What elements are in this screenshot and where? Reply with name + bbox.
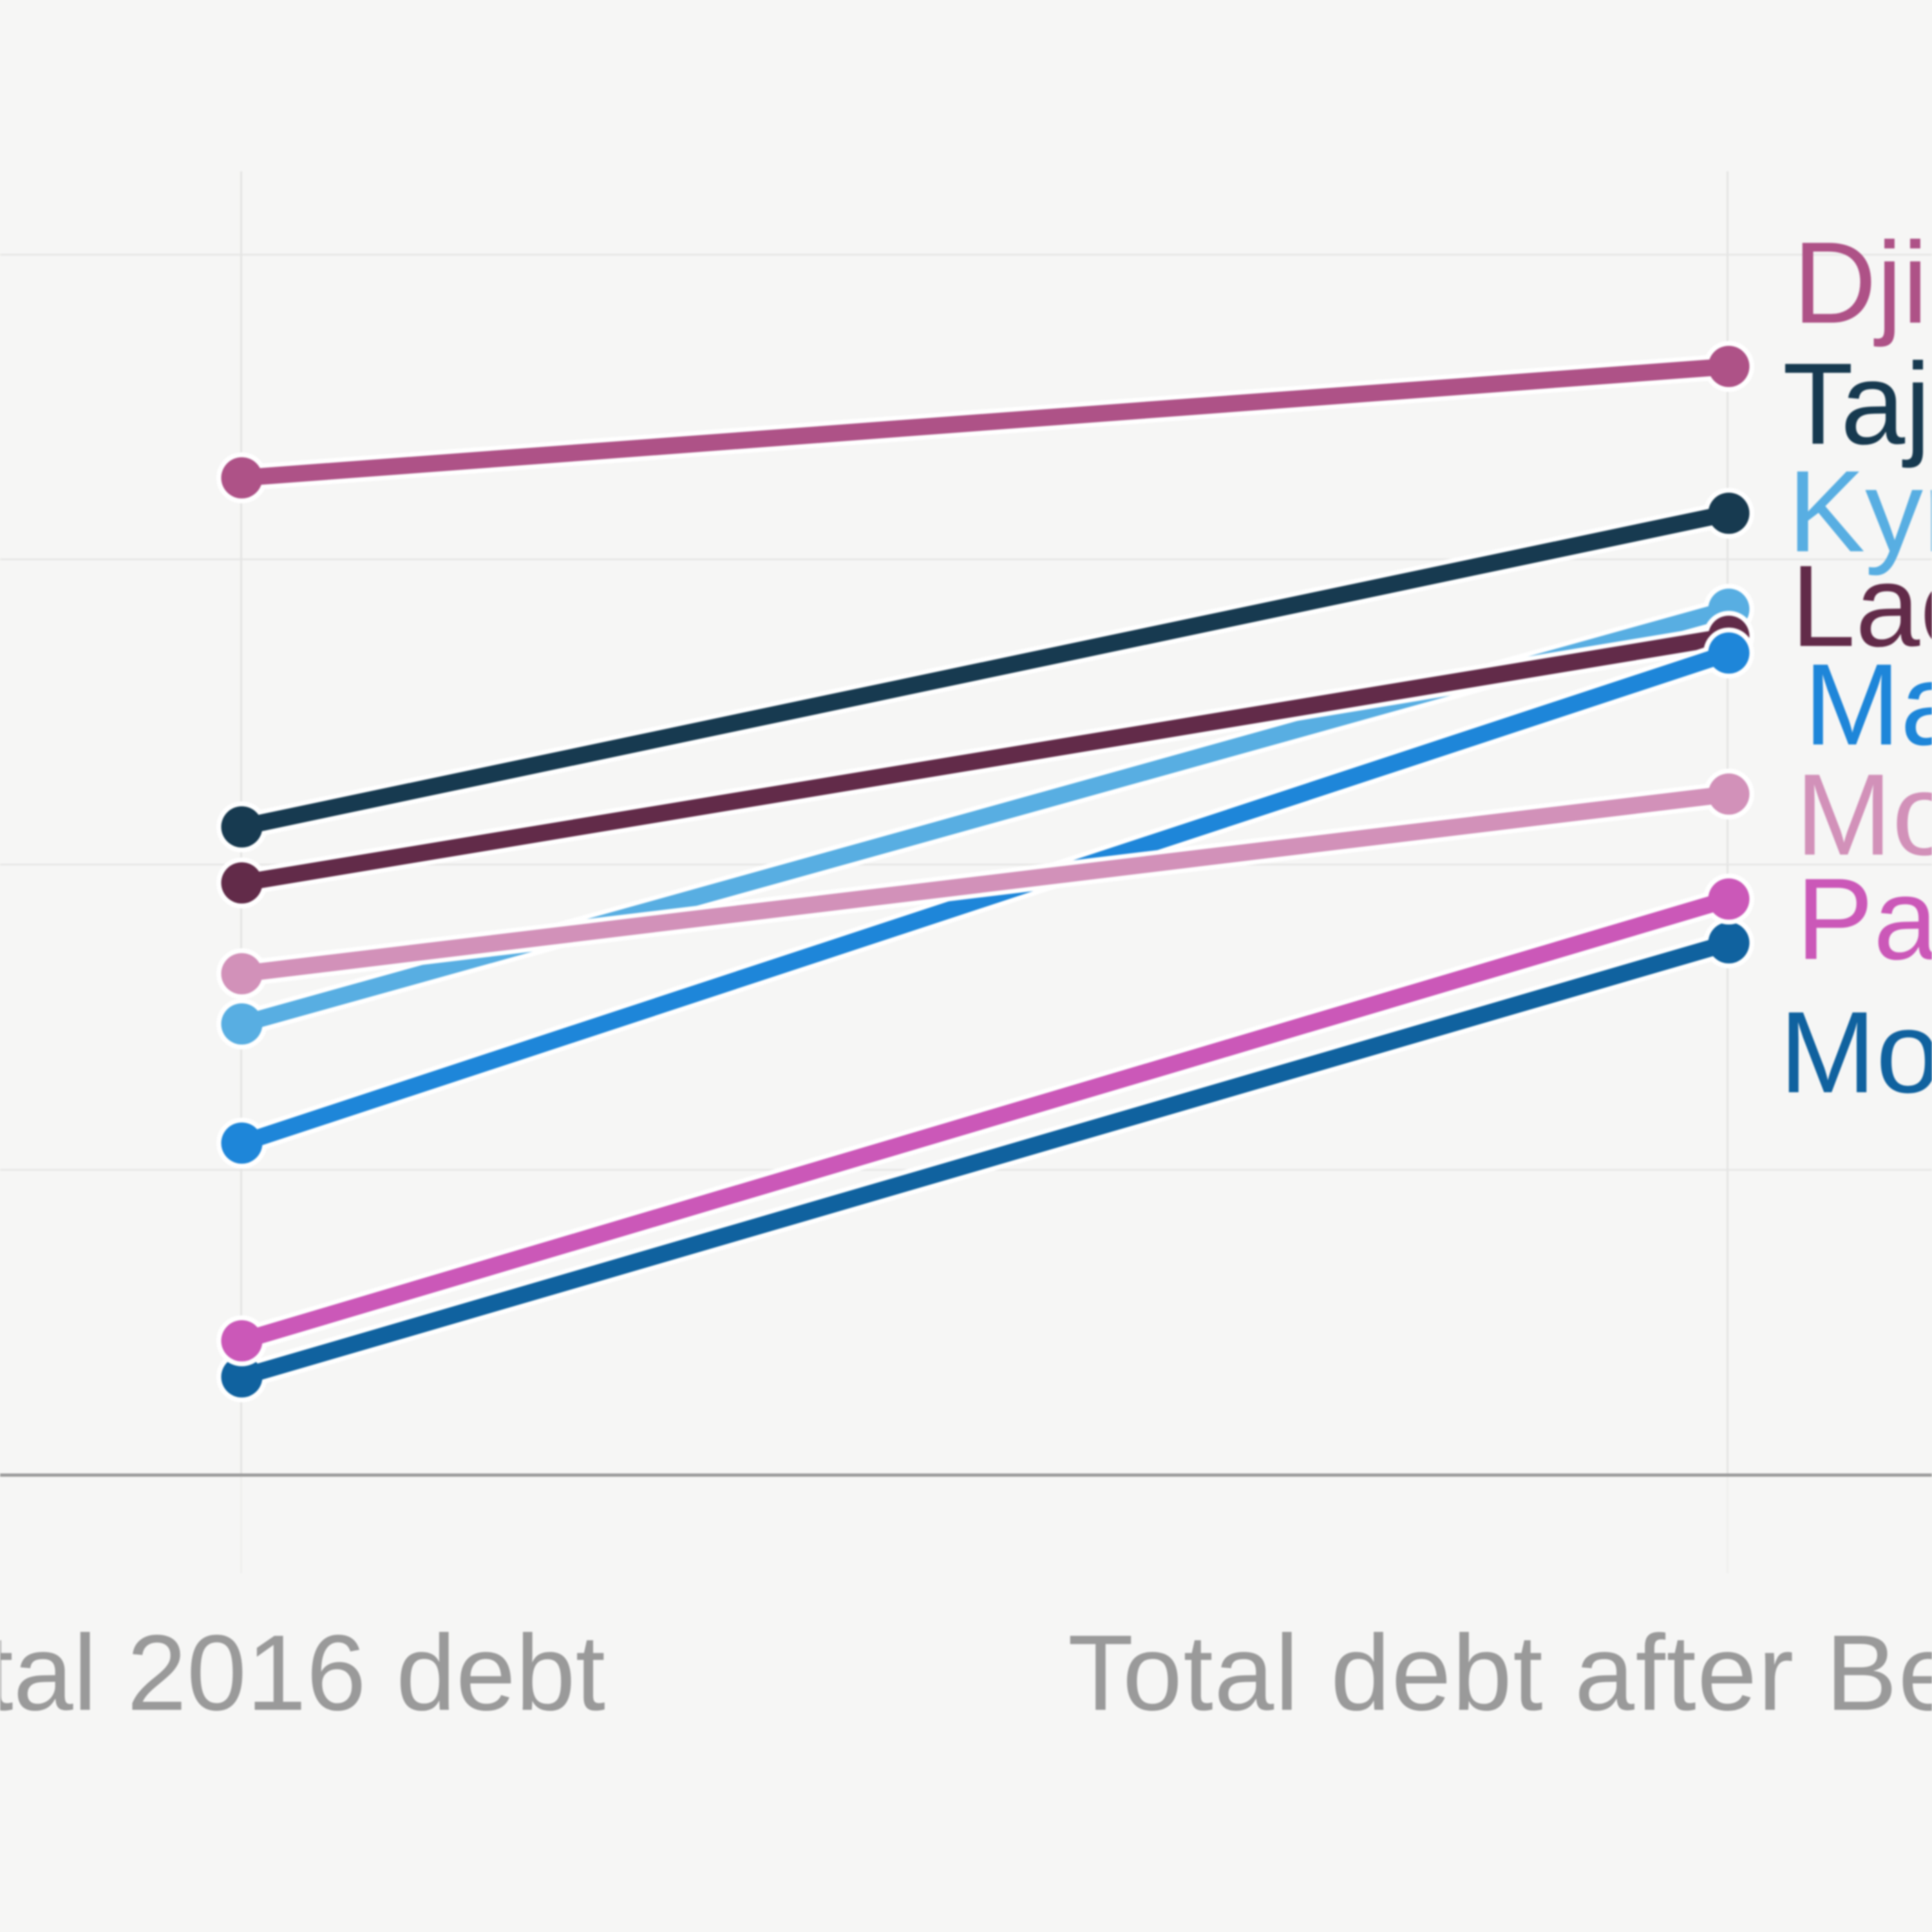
svg-text:Montenegro: Montenegro — [1795, 750, 1932, 880]
svg-text:Total 2016 debt: Total 2016 debt — [0, 1613, 605, 1733]
svg-text:Djibouti: Djibouti — [1793, 218, 1932, 348]
svg-text:Pakistan: Pakistan — [1796, 855, 1932, 984]
svg-text:Tajikistan: Tajikistan — [1783, 339, 1932, 469]
svg-text:Total debt after Belt and Road: Total debt after Belt and Road projects — [1068, 1613, 1932, 1733]
svg-text:Laos: Laos — [1791, 542, 1932, 671]
svg-text:Maldives: Maldives — [1804, 640, 1932, 770]
svg-text:Mongolia: Mongolia — [1779, 988, 1932, 1117]
svg-text:Kyrgyzstan: Kyrgyzstan — [1788, 447, 1932, 576]
